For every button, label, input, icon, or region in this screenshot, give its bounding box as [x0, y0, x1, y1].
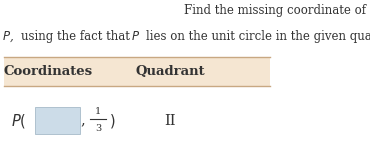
Text: lies on the unit circle in the given quadrant.: lies on the unit circle in the given qua… [146, 30, 370, 43]
Text: using the fact that: using the fact that [21, 30, 130, 43]
Text: $)$: $)$ [109, 112, 115, 130]
Text: 1: 1 [95, 107, 101, 115]
FancyBboxPatch shape [4, 57, 270, 86]
Text: II: II [164, 114, 176, 128]
Text: $P$,: $P$, [2, 30, 14, 44]
Text: 3: 3 [95, 124, 101, 133]
Text: $P$: $P$ [131, 30, 140, 43]
FancyBboxPatch shape [35, 107, 80, 134]
Text: ,: , [81, 114, 85, 128]
Text: $P($: $P($ [11, 112, 26, 130]
Text: Coordinates: Coordinates [4, 65, 92, 78]
Text: Quadrant: Quadrant [135, 65, 205, 78]
Text: Find the missing coordinate of: Find the missing coordinate of [184, 4, 366, 17]
